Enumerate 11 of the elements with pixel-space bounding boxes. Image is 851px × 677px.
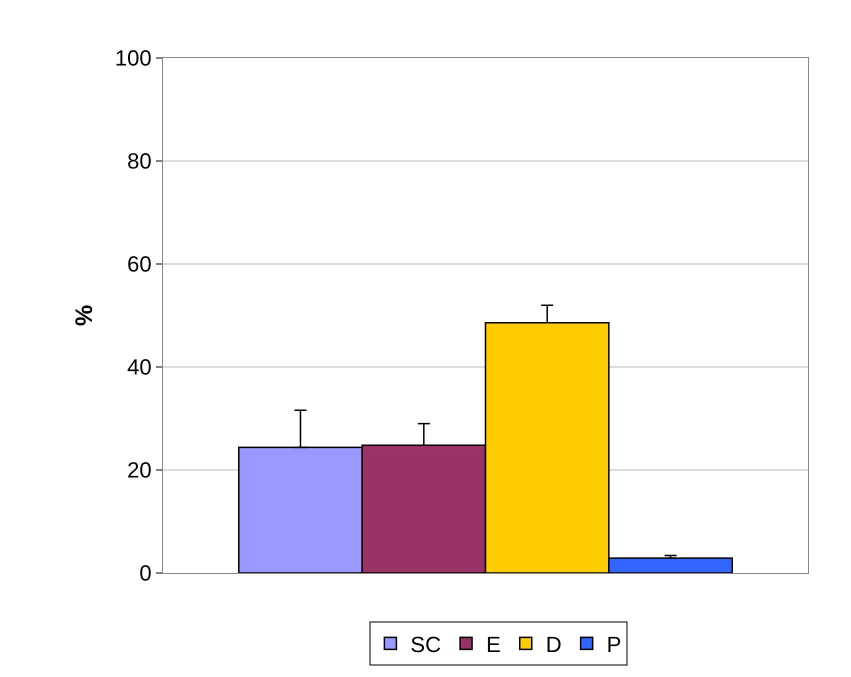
legend-label: SC: [410, 632, 442, 657]
y-tick-label: 100: [114, 46, 152, 71]
legend-label: E: [486, 632, 501, 657]
legend-label: P: [606, 632, 622, 657]
y-tick-label: 60: [127, 252, 152, 277]
y-tick-label: 80: [127, 148, 152, 174]
legend-label: D: [546, 632, 562, 657]
y-axis-title: %: [70, 304, 98, 326]
y-tick-label: 0: [139, 560, 152, 586]
y-tick-label: 40: [127, 354, 152, 380]
y-tick-label: 20: [127, 458, 152, 483]
